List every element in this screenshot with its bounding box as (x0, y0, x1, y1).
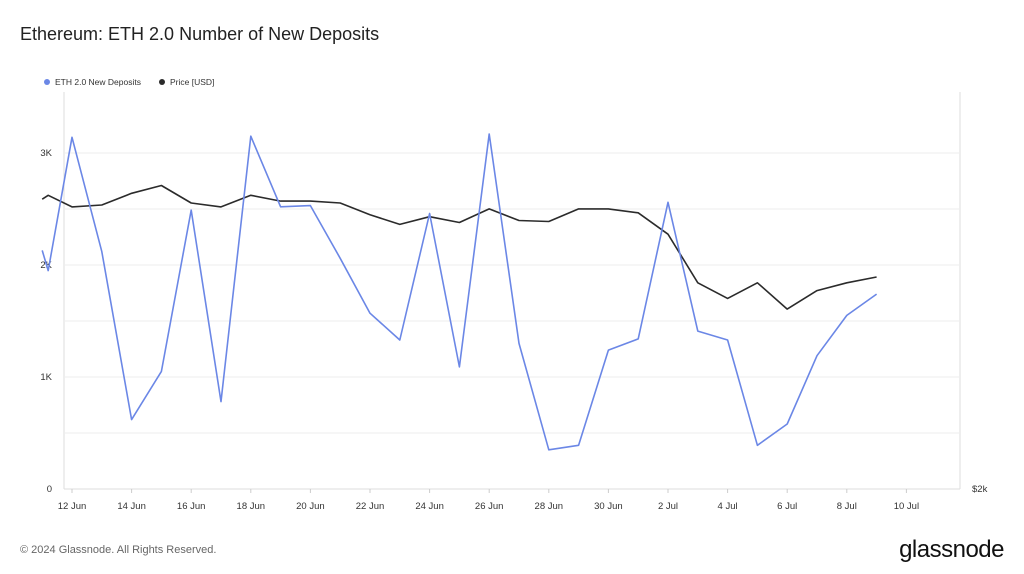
series-line-price (41, 184, 877, 310)
x-tick-label-10: 2 Jul (658, 501, 678, 512)
y-tick-label-3: 3K (40, 148, 52, 159)
series-line-deposits (41, 133, 878, 451)
glassnode-logo: glassnode (899, 536, 1004, 563)
x-tick-label-9: 30 Jun (594, 501, 623, 512)
y-tick-label-0: 0 (47, 484, 52, 495)
x-tick-label-0: 12 Jun (58, 501, 87, 512)
legend-item-price[interactable]: Price [USD] (158, 77, 215, 87)
x-tick-label-7: 26 Jun (475, 501, 504, 512)
x-tick-label-4: 20 Jun (296, 501, 325, 512)
legend-label-price: Price [USD] (169, 77, 215, 87)
y-right-tick-label-0: $2k (972, 484, 988, 495)
x-tick-label-2: 16 Jun (177, 501, 206, 512)
x-tick-label-5: 22 Jun (356, 501, 385, 512)
x-tick-label-14: 10 Jul (894, 501, 919, 512)
legend-item-deposits[interactable]: ETH 2.0 New Deposits (44, 77, 141, 87)
legend-label-deposits: ETH 2.0 New Deposits (55, 77, 141, 87)
chart-legend: ETH 2.0 New Deposits Price [USD] (44, 77, 214, 87)
x-tick-label-8: 28 Jun (535, 501, 564, 512)
x-tick-label-3: 18 Jun (237, 501, 266, 512)
chart-title: Ethereum: ETH 2.0 Number of New Deposits (20, 24, 380, 44)
x-tick-label-12: 6 Jul (777, 501, 797, 512)
legend-dot-price (158, 79, 165, 85)
copyright-text: © 2024 Glassnode. All Rights Reserved. (20, 544, 217, 556)
x-tick-label-1: 14 Jun (117, 501, 146, 512)
legend-dot-deposits (44, 79, 50, 85)
y-tick-label-1: 1K (40, 372, 52, 383)
x-tick-label-6: 24 Jun (415, 501, 444, 512)
x-tick-label-11: 4 Jul (718, 501, 738, 512)
x-tick-label-13: 8 Jul (837, 501, 857, 512)
